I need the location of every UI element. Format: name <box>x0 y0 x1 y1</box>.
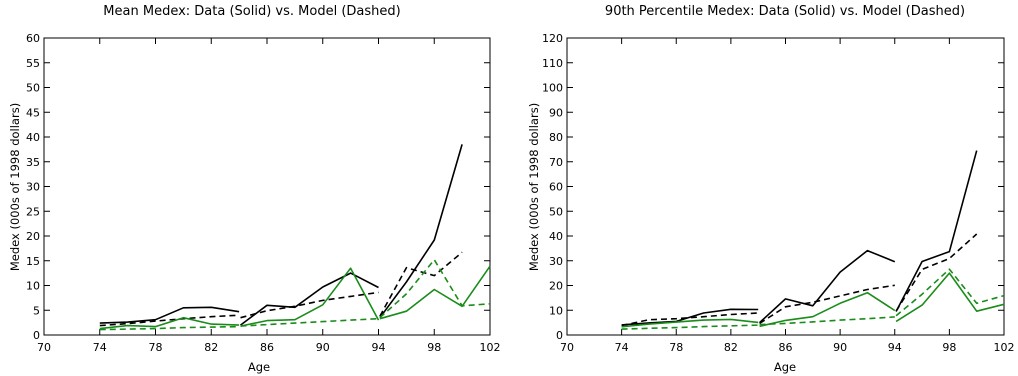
series-green-dashed-line <box>99 325 240 331</box>
x-axis-label: Age <box>248 360 270 374</box>
series-black-solid-line <box>759 249 896 324</box>
series-black-dashed-line <box>240 291 379 319</box>
y-tick-label: 80 <box>549 131 563 144</box>
x-axis-label: Age <box>774 360 796 374</box>
x-tick-label: 74 <box>615 341 629 354</box>
y-tick-label: 10 <box>26 280 40 293</box>
series-black-solid-line <box>99 306 240 324</box>
x-tick-label: 90 <box>316 341 330 354</box>
y-axis-label: Medex (000s of 1998 dollars) <box>527 103 541 271</box>
y-tick-label: 55 <box>26 57 40 70</box>
y-tick-label: 100 <box>542 82 563 95</box>
y-tick-label: 0 <box>556 329 563 342</box>
y-tick-label: 10 <box>549 304 563 317</box>
x-tick-label: 94 <box>372 341 386 354</box>
x-tick-label: 102 <box>480 341 501 354</box>
series-black-dashed-line <box>759 284 895 325</box>
y-tick-label: 5 <box>33 304 40 317</box>
series-black-dashed-line <box>895 233 978 312</box>
y-tick-label: 60 <box>549 181 563 194</box>
series-green-dashed-line <box>895 268 1005 317</box>
y-tick-label: 30 <box>26 181 40 194</box>
x-tick-label: 78 <box>669 341 683 354</box>
series-green-solid-line <box>240 267 380 327</box>
y-tick-label: 60 <box>26 32 40 45</box>
mean-medex-chart: Mean Medex: Data (Solid) vs. Model (Dash… <box>8 4 501 374</box>
x-tick-label: 98 <box>942 341 956 354</box>
y-tick-label: 0 <box>33 329 40 342</box>
series-black-solid-line <box>379 144 463 319</box>
series-green-dashed-line <box>240 317 379 327</box>
series-green-dashed-line <box>759 316 895 326</box>
x-tick-label: 94 <box>888 341 902 354</box>
y-tick-label: 45 <box>26 106 40 119</box>
series-black-solid-line <box>621 308 759 326</box>
x-tick-label: 82 <box>204 341 218 354</box>
x-tick-label: 70 <box>560 341 574 354</box>
plot-frame <box>43 37 491 336</box>
y-tick-label: 25 <box>26 205 40 218</box>
percentile-90-medex-chart: 90th Percentile Medex: Data (Solid) vs. … <box>527 4 1015 374</box>
x-tick-label: 86 <box>779 341 793 354</box>
series-black-solid-line <box>895 150 978 312</box>
series-green-solid-line <box>895 272 1005 323</box>
y-tick-label: 120 <box>542 32 563 45</box>
series-black-dashed-line <box>621 312 759 327</box>
y-tick-label: 20 <box>26 230 40 243</box>
y-tick-label: 70 <box>549 156 563 169</box>
series-green-dashed-line <box>621 324 759 330</box>
x-tick-label: 98 <box>427 341 441 354</box>
y-tick-label: 40 <box>26 131 40 144</box>
y-tick-label: 90 <box>549 106 563 119</box>
chart-title: 90th Percentile Medex: Data (Solid) vs. … <box>605 4 965 19</box>
y-tick-label: 35 <box>26 156 40 169</box>
y-tick-label: 30 <box>549 255 563 268</box>
plot-frame <box>566 37 1005 336</box>
series-black-dashed-line <box>99 314 240 327</box>
y-axis-label: Medex (000s of 1998 dollars) <box>8 103 22 271</box>
chart-title: Mean Medex: Data (Solid) vs. Model (Dash… <box>103 4 400 19</box>
series-green-solid-line <box>759 291 896 328</box>
x-tick-label: 70 <box>37 341 51 354</box>
x-tick-label: 82 <box>724 341 738 354</box>
y-tick-label: 50 <box>26 82 40 95</box>
x-tick-label: 102 <box>994 341 1015 354</box>
series-green-solid-line <box>379 265 491 320</box>
x-tick-label: 78 <box>149 341 163 354</box>
x-tick-label: 90 <box>833 341 847 354</box>
x-tick-label: 86 <box>260 341 274 354</box>
series-black-dashed-line <box>379 251 463 317</box>
x-tick-label: 74 <box>93 341 107 354</box>
y-tick-label: 15 <box>26 255 40 268</box>
y-tick-label: 20 <box>549 280 563 293</box>
series-green-solid-line <box>99 316 240 330</box>
y-tick-label: 40 <box>549 230 563 243</box>
y-tick-label: 110 <box>542 57 563 70</box>
series-green-dashed-line <box>379 258 491 319</box>
series-green-solid-line <box>621 318 759 328</box>
y-tick-label: 50 <box>549 205 563 218</box>
